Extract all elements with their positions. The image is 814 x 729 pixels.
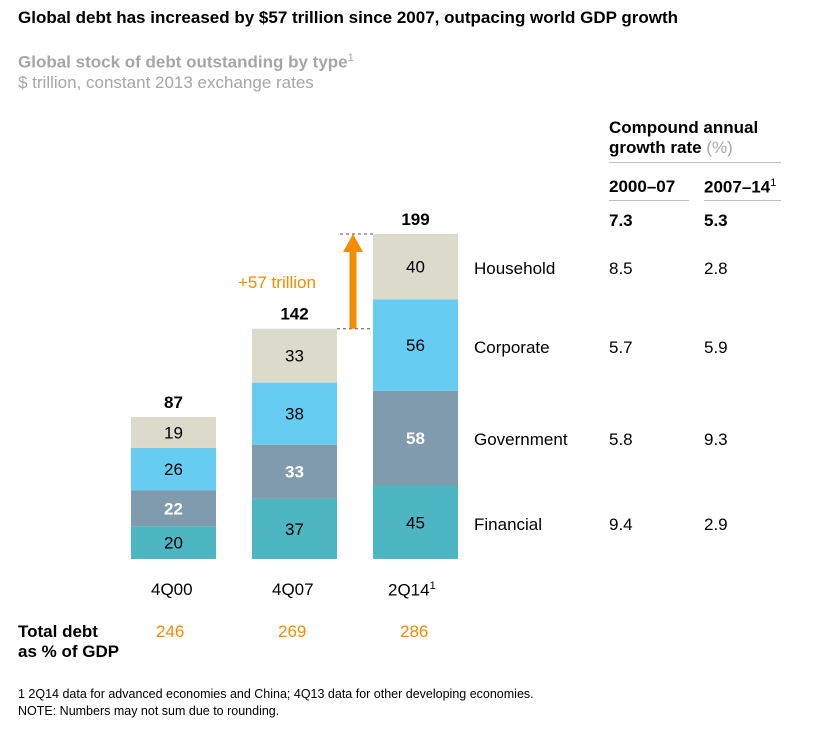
cagr-household-2: 2.8 bbox=[704, 259, 728, 278]
cagr-col-2007-14: 2007–141 bbox=[704, 177, 776, 198]
bar-corporate-4q00 bbox=[131, 447, 216, 491]
value-label-household-4q07: 33 bbox=[285, 347, 304, 366]
bar-financial-2q14 bbox=[373, 485, 458, 559]
total-label-2q14: 199 bbox=[401, 210, 429, 229]
category-label-4q00: 4Q00 bbox=[151, 580, 193, 599]
cagr-financial-1: 9.4 bbox=[609, 515, 633, 534]
bar-corporate-2q14 bbox=[373, 299, 458, 391]
cagr-household-1: 8.5 bbox=[609, 259, 633, 278]
gdp-label: Total debt as % of GDP bbox=[18, 622, 119, 662]
cagr-total-2000-07: 7.3 bbox=[609, 211, 633, 230]
cagr-header-text: growth rate bbox=[609, 138, 702, 157]
value-label-household-4q00: 19 bbox=[164, 423, 183, 442]
bar-household-4q00 bbox=[131, 416, 216, 448]
value-label-corporate-2q14: 56 bbox=[406, 336, 425, 355]
segment-label-household: Household bbox=[474, 259, 556, 278]
category-label-2q14: 2Q141 bbox=[388, 580, 436, 601]
cagr-header-line2: growth rate (%) bbox=[609, 138, 758, 158]
total-label-4q07: 142 bbox=[280, 305, 308, 324]
cagr-corporate-1: 5.7 bbox=[609, 338, 633, 357]
increase-arrow-head bbox=[343, 234, 363, 252]
total-label-4q00: 87 bbox=[164, 393, 183, 412]
cagr-financial-2: 2.9 bbox=[704, 515, 728, 534]
value-label-government-4q07: 33 bbox=[285, 463, 304, 482]
value-label-corporate-4q00: 26 bbox=[164, 460, 183, 479]
increase-arrow-shaft bbox=[349, 250, 357, 329]
value-label-financial-4q00: 20 bbox=[164, 534, 183, 553]
category-label-2q14-text: 2Q14 bbox=[388, 580, 430, 600]
value-label-household-2q14: 40 bbox=[406, 258, 425, 277]
cagr-col-footnote-mark: 1 bbox=[770, 177, 777, 189]
cagr-col-rule-2 bbox=[704, 200, 781, 201]
segment-label-government: Government bbox=[474, 430, 568, 449]
bar-household-4q07 bbox=[252, 328, 337, 383]
gdp-value-4q07: 269 bbox=[278, 622, 307, 641]
segment-label-financial: Financial bbox=[474, 515, 543, 534]
value-label-government-4q00: 22 bbox=[164, 499, 183, 518]
gdp-value-4q00: 246 bbox=[156, 622, 185, 641]
subtitle-text: Global stock of debt outstanding by type bbox=[18, 52, 348, 72]
category-footnote-mark: 1 bbox=[429, 580, 436, 592]
cagr-col-2000-07: 2000–07 bbox=[609, 177, 676, 196]
gdp-label-line2: as % of GDP bbox=[18, 642, 120, 661]
value-label-government-2q14: 58 bbox=[406, 429, 425, 448]
value-label-financial-2q14: 45 bbox=[406, 513, 425, 532]
footnotes: 1 2Q14 data for advanced economies and C… bbox=[18, 686, 534, 720]
bar-corporate-4q07 bbox=[252, 382, 337, 445]
value-label-financial-4q07: 37 bbox=[285, 520, 304, 539]
subtitle-footnote-mark: 1 bbox=[347, 52, 354, 64]
cagr-total-2007-14: 5.3 bbox=[704, 211, 728, 230]
gdp-label-line1: Total debt bbox=[18, 622, 98, 641]
bar-household-2q14 bbox=[373, 234, 458, 300]
bar-government-4q07 bbox=[252, 444, 337, 499]
chart-subtitle: Global stock of debt outstanding by type… bbox=[18, 52, 354, 73]
cagr-corporate-2: 5.9 bbox=[704, 338, 728, 357]
cagr-header-line1: Compound annual bbox=[609, 118, 759, 137]
cagr-unit: (%) bbox=[706, 138, 733, 157]
segment-label-corporate: Corporate bbox=[474, 338, 550, 357]
chart-title: Global debt has increased by $57 trillio… bbox=[18, 8, 679, 27]
bar-financial-4q07 bbox=[252, 498, 337, 559]
bar-government-2q14 bbox=[373, 390, 458, 486]
cagr-col-2007-14-text: 2007–14 bbox=[704, 177, 771, 197]
cagr-col-rule-1 bbox=[609, 200, 689, 201]
footnote-1: 1 2Q14 data for advanced economies and C… bbox=[18, 687, 534, 701]
cagr-government-1: 5.8 bbox=[609, 430, 633, 449]
category-label-4q07: 4Q07 bbox=[272, 580, 314, 599]
units-label: $ trillion, constant 2013 exchange rates bbox=[18, 73, 314, 92]
cagr-header-rule bbox=[609, 162, 781, 163]
gdp-value-2q14: 286 bbox=[400, 622, 429, 641]
cagr-government-2: 9.3 bbox=[704, 430, 728, 449]
bar-financial-4q00 bbox=[131, 526, 216, 559]
bar-government-4q00 bbox=[131, 490, 216, 527]
footnote-note: NOTE: Numbers may not sum due to roundin… bbox=[18, 704, 280, 718]
value-label-corporate-4q07: 38 bbox=[285, 405, 304, 424]
cagr-header: Compound annual growth rate (%) bbox=[609, 118, 758, 158]
increase-label: +57 trillion bbox=[238, 273, 316, 292]
